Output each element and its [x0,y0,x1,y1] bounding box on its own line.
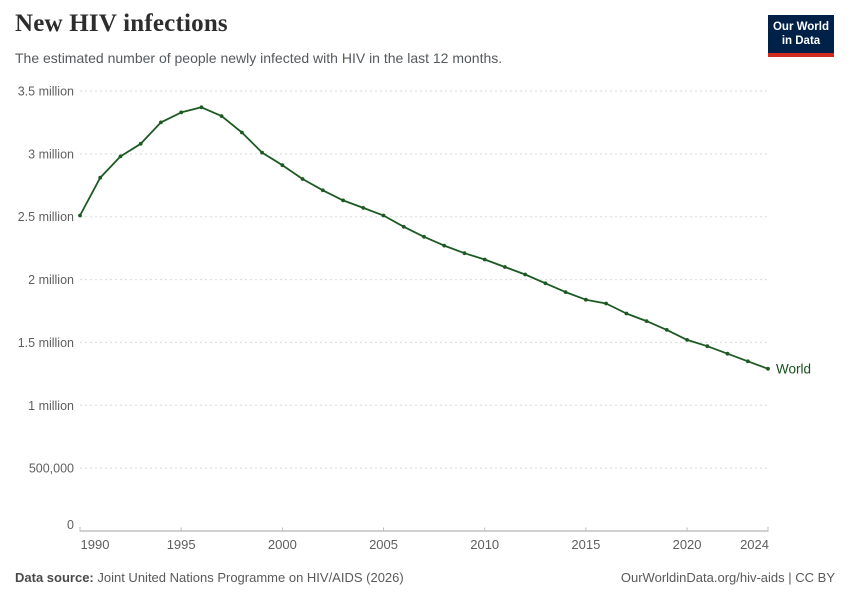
y-axis-tick-label: 0 [67,518,74,532]
data-point-marker[interactable] [523,272,528,277]
data-point-marker[interactable] [766,366,770,371]
x-axis-tick-label: 2010 [470,537,499,552]
owid-logo-line2: in Data [781,35,821,48]
data-point-marker[interactable] [644,319,649,323]
data-source-label: Data source: [15,570,94,585]
data-source-note: Data source: Joint United Nations Progra… [15,570,404,585]
y-axis-tick-label: 500,000 [29,462,74,476]
x-axis-line [79,527,769,532]
data-point-marker[interactable] [159,120,163,125]
data-point-marker[interactable] [401,224,406,229]
data-point-marker[interactable] [725,351,730,356]
attribution-link[interactable]: OurWorldinData.org/hiv-aids | CC BY [620,570,835,585]
x-axis-tick-label: 2020 [673,537,702,552]
data-point-marker[interactable] [381,213,386,218]
y-axis-tick-label: 2.5 million [18,210,74,224]
data-point-marker[interactable] [482,257,487,262]
data-point-marker[interactable] [685,338,689,342]
data-point-marker[interactable] [563,290,568,294]
data-point-marker[interactable] [300,177,305,181]
data-point-marker[interactable] [624,311,629,316]
y-axis-tick-label: 1.5 million [18,336,74,350]
chart-subtitle: The estimated number of people newly inf… [15,50,503,66]
y-axis-tick-label: 3 million [28,147,74,161]
data-point-marker[interactable] [604,301,608,306]
page-title: New HIV infections [15,10,228,37]
data-point-marker[interactable] [260,150,264,155]
data-point-marker[interactable] [584,297,588,302]
x-axis-tick-label: 2000 [268,537,297,552]
data-point-marker[interactable] [78,213,82,218]
series-end-label[interactable]: World [776,361,811,376]
data-point-marker[interactable] [705,344,710,349]
data-point-marker[interactable] [98,175,103,180]
data-point-marker[interactable] [422,234,426,239]
x-axis-tick-label: 1995 [167,537,196,552]
data-point-marker[interactable] [240,130,244,135]
data-point-marker[interactable] [138,141,143,146]
data-point-marker[interactable] [341,198,345,203]
data-point-marker[interactable] [664,328,669,332]
data-point-marker[interactable] [320,188,325,193]
y-axis-tick-label: 3.5 million [18,85,74,99]
y-axis-tick-label: 2 million [28,273,74,287]
data-point-marker[interactable] [118,154,123,159]
data-point-marker[interactable] [280,163,285,168]
y-axis-tick-label: 1 million [28,399,74,413]
data-point-marker[interactable] [745,359,750,364]
data-point-marker[interactable] [199,105,204,110]
data-point-marker[interactable] [462,251,467,256]
x-axis-tick-label: 2005 [369,537,398,552]
data-point-marker[interactable] [179,110,184,115]
x-axis-tick-label: 2015 [571,537,600,552]
data-point-marker[interactable] [219,114,224,118]
data-point-marker[interactable] [503,265,507,269]
x-axis-tick-label: 1990 [81,537,110,552]
data-point-marker[interactable] [361,206,366,210]
data-source-text: Joint United Nations Programme on HIV/AI… [93,570,404,585]
x-axis-tick-label: 2024 [740,537,769,552]
owid-logo-line1: Our World [772,21,829,33]
owid-logo[interactable]: Our World in Data [768,15,834,57]
data-point-marker[interactable] [543,281,548,286]
data-point-marker[interactable] [442,243,447,248]
